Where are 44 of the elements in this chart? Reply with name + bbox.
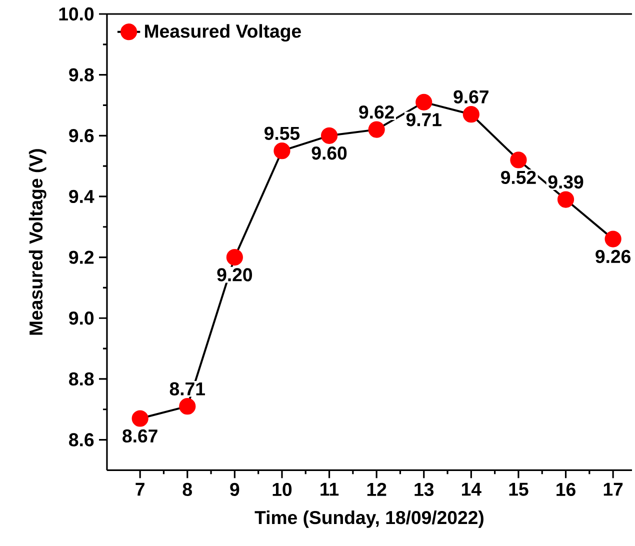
y-tick-label: 9.6 bbox=[69, 128, 94, 142]
data-label: 9.60 bbox=[312, 146, 347, 160]
y-tick-label: 8.8 bbox=[69, 372, 94, 386]
x-tick-label: 17 bbox=[604, 482, 623, 496]
x-tick-label: 13 bbox=[414, 482, 434, 496]
data-label: 9.39 bbox=[548, 175, 584, 189]
y-tick-label: 8.6 bbox=[69, 433, 94, 446]
point bbox=[462, 106, 480, 123]
point bbox=[132, 410, 148, 427]
x-axis-title: Time (Sunday, 18/09/2022) bbox=[254, 510, 484, 528]
data-label: 8.67 bbox=[122, 429, 158, 442]
data-label: 9.71 bbox=[406, 112, 442, 126]
y-tick-label: 10.0 bbox=[59, 7, 94, 20]
point bbox=[320, 127, 338, 144]
x-tick-label: 8 bbox=[182, 482, 192, 496]
data-label: 9.55 bbox=[264, 126, 300, 140]
data-label: 9.52 bbox=[501, 170, 536, 184]
point bbox=[368, 121, 385, 138]
point bbox=[226, 248, 243, 266]
x-tick-label: 15 bbox=[509, 482, 528, 496]
data-label: 8.71 bbox=[170, 382, 205, 396]
y-tick-label: 9.2 bbox=[69, 250, 94, 264]
x-tick-label: 16 bbox=[556, 482, 576, 496]
data-label: 9.67 bbox=[454, 90, 488, 104]
x-tick-label: 11 bbox=[320, 482, 339, 496]
x-tick-label: 10 bbox=[272, 482, 292, 496]
data-label: 9.26 bbox=[596, 250, 630, 264]
point bbox=[179, 398, 196, 415]
y-tick-label: 9.4 bbox=[69, 190, 94, 203]
legend-label: Measured Voltage bbox=[145, 24, 301, 42]
x-tick-label: 7 bbox=[136, 482, 144, 496]
point bbox=[604, 230, 622, 248]
y-tick-label: 9.0 bbox=[69, 311, 94, 325]
point bbox=[274, 142, 290, 160]
data-label: 9.20 bbox=[217, 268, 252, 282]
point bbox=[510, 152, 527, 168]
x-tick-label: 14 bbox=[462, 482, 482, 496]
y-tick-label: 9.8 bbox=[69, 68, 94, 82]
y-axis-title: Measured Voltage (V) bbox=[28, 149, 46, 335]
x-tick-label: 9 bbox=[230, 482, 240, 496]
data-label: 9.62 bbox=[359, 105, 394, 119]
x-tick-label: 12 bbox=[367, 482, 386, 496]
point bbox=[416, 94, 432, 110]
point bbox=[557, 191, 574, 208]
